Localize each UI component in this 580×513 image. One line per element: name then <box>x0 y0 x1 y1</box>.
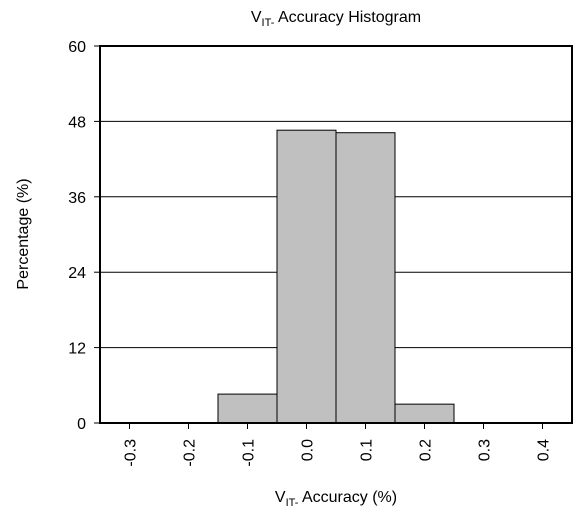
y-tick-label: 24 <box>68 265 86 282</box>
y-tick-label: 60 <box>68 39 86 56</box>
x-tick-label: -0.3 <box>123 439 140 467</box>
x-tick-label: 0.0 <box>300 439 317 461</box>
x-tick-label: -0.1 <box>241 439 258 467</box>
chart-title: VIT- Accuracy Histogram <box>251 9 421 29</box>
bar <box>217 393 278 424</box>
title-sub: IT- <box>262 17 275 29</box>
x-tick-label: 0.2 <box>418 439 435 461</box>
y-axis-label: Percentage (%) <box>15 178 32 289</box>
y-tick-label: 36 <box>68 190 86 207</box>
title-rest: Accuracy Histogram <box>274 9 421 26</box>
x-tick-label: -0.2 <box>182 439 199 467</box>
title-main: V <box>251 9 262 26</box>
x-tick-label: 0.3 <box>477 439 494 461</box>
x-axis-label: VIT- Accuracy (%) <box>275 489 397 509</box>
xlabel-rest: Accuracy (%) <box>298 489 397 506</box>
y-tick-label: 0 <box>77 416 86 433</box>
xlabel-sub: IT- <box>286 497 299 509</box>
y-tick-label: 12 <box>68 341 86 358</box>
xlabel-main: V <box>275 489 286 506</box>
y-tick-label: 48 <box>68 114 86 131</box>
bar <box>276 129 337 424</box>
x-tick-label: 0.4 <box>536 439 553 461</box>
bar <box>335 132 396 424</box>
x-tick-label: 0.1 <box>359 439 376 461</box>
plot-frame <box>99 45 573 424</box>
bar <box>394 403 455 424</box>
